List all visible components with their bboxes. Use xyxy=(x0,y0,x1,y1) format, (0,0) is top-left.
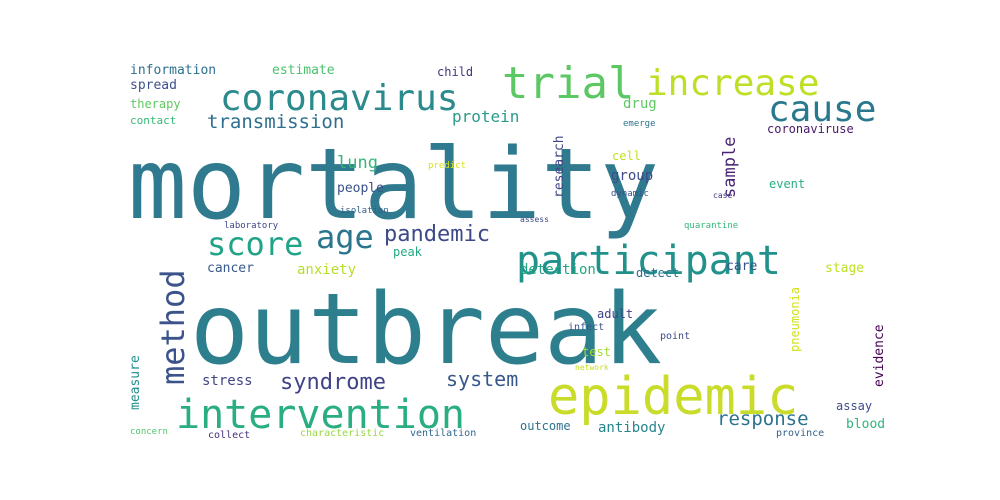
word-cause: cause xyxy=(768,89,876,130)
word-mortality: mortality xyxy=(128,128,659,242)
word-point: point xyxy=(660,331,690,342)
word-coronaviruse: coronaviruse xyxy=(767,122,854,136)
word-system: system xyxy=(446,367,518,391)
word-contact: contact xyxy=(130,114,176,127)
word-blood: blood xyxy=(846,417,885,432)
word-isolation: isolation xyxy=(340,206,389,216)
word-evidence: evidence xyxy=(872,324,887,387)
word-information: information xyxy=(130,63,216,78)
word-quarantine: quarantine xyxy=(684,221,738,231)
word-detect: detect xyxy=(636,266,679,280)
word-pneumonia: pneumonia xyxy=(788,287,802,352)
word-participant: participant xyxy=(516,238,781,284)
word-ventilation: ventilation xyxy=(410,428,476,439)
word-response: response xyxy=(717,408,809,430)
word-method: method xyxy=(154,269,192,385)
word-stress: stress xyxy=(202,373,253,389)
word-increase: increase xyxy=(646,63,819,104)
word-cancer: cancer xyxy=(207,261,254,276)
word-peak: peak xyxy=(393,245,423,259)
word-estimate: estimate xyxy=(272,63,335,78)
word-assay: assay xyxy=(836,399,872,413)
word-stage: stage xyxy=(825,261,864,276)
word-laboratory: laboratory xyxy=(224,221,279,231)
word-child: child xyxy=(437,65,473,79)
word-cell: cell xyxy=(612,149,641,163)
word-event: event xyxy=(769,177,805,191)
word-outcome: outcome xyxy=(520,419,571,433)
word-age: age xyxy=(316,218,374,256)
word-measure: measure xyxy=(128,355,143,410)
word-detection: detection xyxy=(520,262,596,278)
word-drug: drug xyxy=(623,96,657,112)
word-anxiety: anxiety xyxy=(297,262,356,278)
word-test: test xyxy=(582,345,611,359)
word-characteristic: characteristic xyxy=(300,428,384,439)
word-case: case xyxy=(713,191,732,200)
word-province: province xyxy=(776,428,824,439)
word-research: research xyxy=(552,135,567,198)
word-coronavirus: coronavirus xyxy=(220,78,458,119)
word-lung: lung xyxy=(337,153,378,173)
word-collect: collect xyxy=(208,430,250,441)
word-infect: infect xyxy=(568,322,604,333)
word-predict: predict xyxy=(428,161,466,171)
word-epidemic: epidemic xyxy=(548,367,798,427)
word-trial: trial xyxy=(502,58,634,109)
word-transmission: transmission xyxy=(207,111,344,133)
word-therapy: therapy xyxy=(130,97,181,111)
word-assess: assess xyxy=(520,215,549,224)
word-protein: protein xyxy=(452,107,519,126)
word-emerge: emerge xyxy=(623,119,656,129)
word-care: care xyxy=(726,259,757,274)
word-antibody: antibody xyxy=(598,420,665,436)
word-group: group xyxy=(611,168,653,184)
word-score: score xyxy=(207,225,303,263)
word-pandemic: pandemic xyxy=(384,222,490,247)
word-syndrome: syndrome xyxy=(280,370,386,395)
word-outbreak: outbreak xyxy=(190,273,662,387)
word-spread: spread xyxy=(130,78,177,93)
word-sample: sample xyxy=(720,137,740,198)
word-concern: concern xyxy=(130,427,168,437)
word-intervention: intervention xyxy=(176,392,465,438)
word-network: network xyxy=(575,363,609,372)
word-dynamic: dynamic xyxy=(611,189,649,199)
word-adult: adult xyxy=(597,307,633,321)
word-people: people xyxy=(337,181,384,196)
